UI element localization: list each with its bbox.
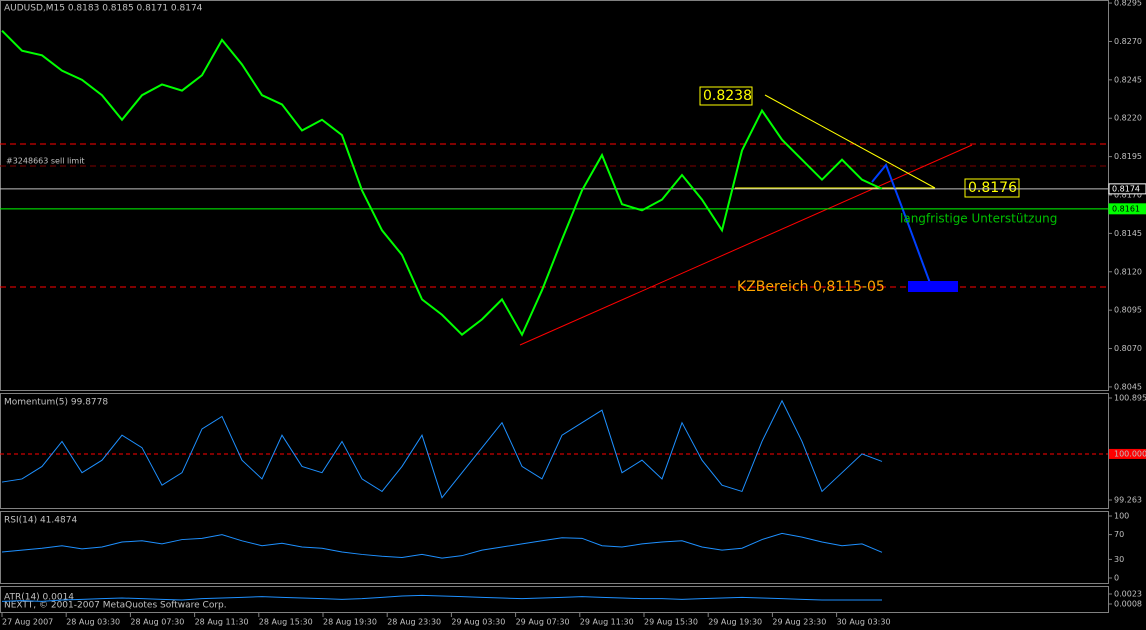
y-tick-label: 100.895 bbox=[1114, 394, 1146, 403]
price-box bbox=[1108, 203, 1146, 215]
target-zone bbox=[908, 281, 958, 292]
series-line bbox=[1, 594, 882, 602]
y-tick-label: 0.8070 bbox=[1114, 344, 1142, 353]
x-tick-label: 29 Aug 19:30 bbox=[708, 618, 762, 627]
x-tick-label: 28 Aug 15:30 bbox=[259, 618, 313, 627]
price-box bbox=[1108, 183, 1146, 195]
annotation: 0.8176 bbox=[968, 180, 1017, 196]
y-tick-label: 0.8270 bbox=[1114, 37, 1142, 46]
y-tick-label: 0.8170 bbox=[1114, 191, 1142, 200]
y-tick-label: 0.8195 bbox=[1114, 152, 1142, 161]
indicator-title: ATR(14) 0.0014 bbox=[4, 593, 74, 603]
y-tick-label: 100 bbox=[1114, 512, 1129, 521]
chart-title: AUDUSD,M15 0.8183 0.8185 0.8171 0.8174 bbox=[4, 4, 203, 14]
y-tick-label: 0.8045 bbox=[1114, 382, 1142, 391]
copyright: NEXTT, © 2001-2007 MetaQuotes Software C… bbox=[4, 601, 227, 611]
y-tick-label: 0.8295 bbox=[1114, 0, 1142, 8]
y-tick-label: 100.000 bbox=[1114, 449, 1146, 458]
x-tick-label: 28 Aug 23:30 bbox=[387, 618, 441, 627]
x-tick-label: 28 Aug 19:30 bbox=[323, 618, 377, 627]
x-tick-label: 29 Aug 15:30 bbox=[644, 618, 698, 627]
y-tick-label: 99.263 bbox=[1114, 496, 1142, 505]
frame bbox=[0, 511, 1109, 584]
y-tick-label: 0.0023 bbox=[1114, 590, 1142, 599]
y-tick-label: 0.8145 bbox=[1114, 229, 1142, 238]
tick-box bbox=[1109, 448, 1146, 459]
y-tick-label: 0.0008 bbox=[1114, 600, 1142, 609]
x-tick-label: 28 Aug 07:30 bbox=[130, 618, 184, 627]
x-tick-label: 30 Aug 03:30 bbox=[837, 618, 891, 627]
order-label: #3248663 sell limit bbox=[6, 157, 85, 166]
y-tick-label: 0.8095 bbox=[1114, 306, 1142, 315]
annotation: langfristige Unterstützung bbox=[900, 212, 1057, 226]
x-tick-label: 29 Aug 03:30 bbox=[451, 618, 505, 627]
indicator-title: RSI(14) 41.4874 bbox=[4, 516, 77, 526]
y-tick-label: 0.8245 bbox=[1114, 75, 1142, 84]
projection bbox=[871, 163, 931, 284]
frame bbox=[0, 393, 1109, 509]
y-tick-label: 0.8120 bbox=[1114, 267, 1142, 276]
x-tick-label: 27 Aug 2007 bbox=[2, 618, 53, 627]
label-box bbox=[964, 178, 1020, 198]
x-tick-label: 29 Aug 23:30 bbox=[772, 618, 826, 627]
y-tick-label: 0 bbox=[1114, 574, 1119, 583]
series-line bbox=[1, 30, 883, 337]
annotation: 0.8238 bbox=[703, 88, 752, 104]
annotation: KZBereich 0,8115-05 bbox=[737, 279, 885, 295]
y-tick-label: 30 bbox=[1114, 555, 1124, 564]
frame bbox=[0, 586, 1109, 613]
y-tick-label: 70 bbox=[1114, 530, 1124, 539]
x-tick-label: 29 Aug 11:30 bbox=[580, 618, 634, 627]
x-tick-label: 28 Aug 03:30 bbox=[66, 618, 120, 627]
trend-line bbox=[764, 94, 936, 189]
trend-line bbox=[519, 144, 973, 346]
indicator-title: Momentum(5) 99.8778 bbox=[4, 398, 108, 408]
label-box bbox=[699, 86, 753, 106]
price-label: 0.8161 bbox=[1112, 204, 1140, 213]
price-label: 0.8174 bbox=[1112, 184, 1140, 193]
x-tick-label: 29 Aug 07:30 bbox=[516, 618, 570, 627]
y-tick-label: 0.8220 bbox=[1114, 114, 1142, 123]
series-line bbox=[1, 399, 883, 499]
x-tick-label: 28 Aug 11:30 bbox=[195, 618, 249, 627]
series-line bbox=[1, 532, 883, 559]
